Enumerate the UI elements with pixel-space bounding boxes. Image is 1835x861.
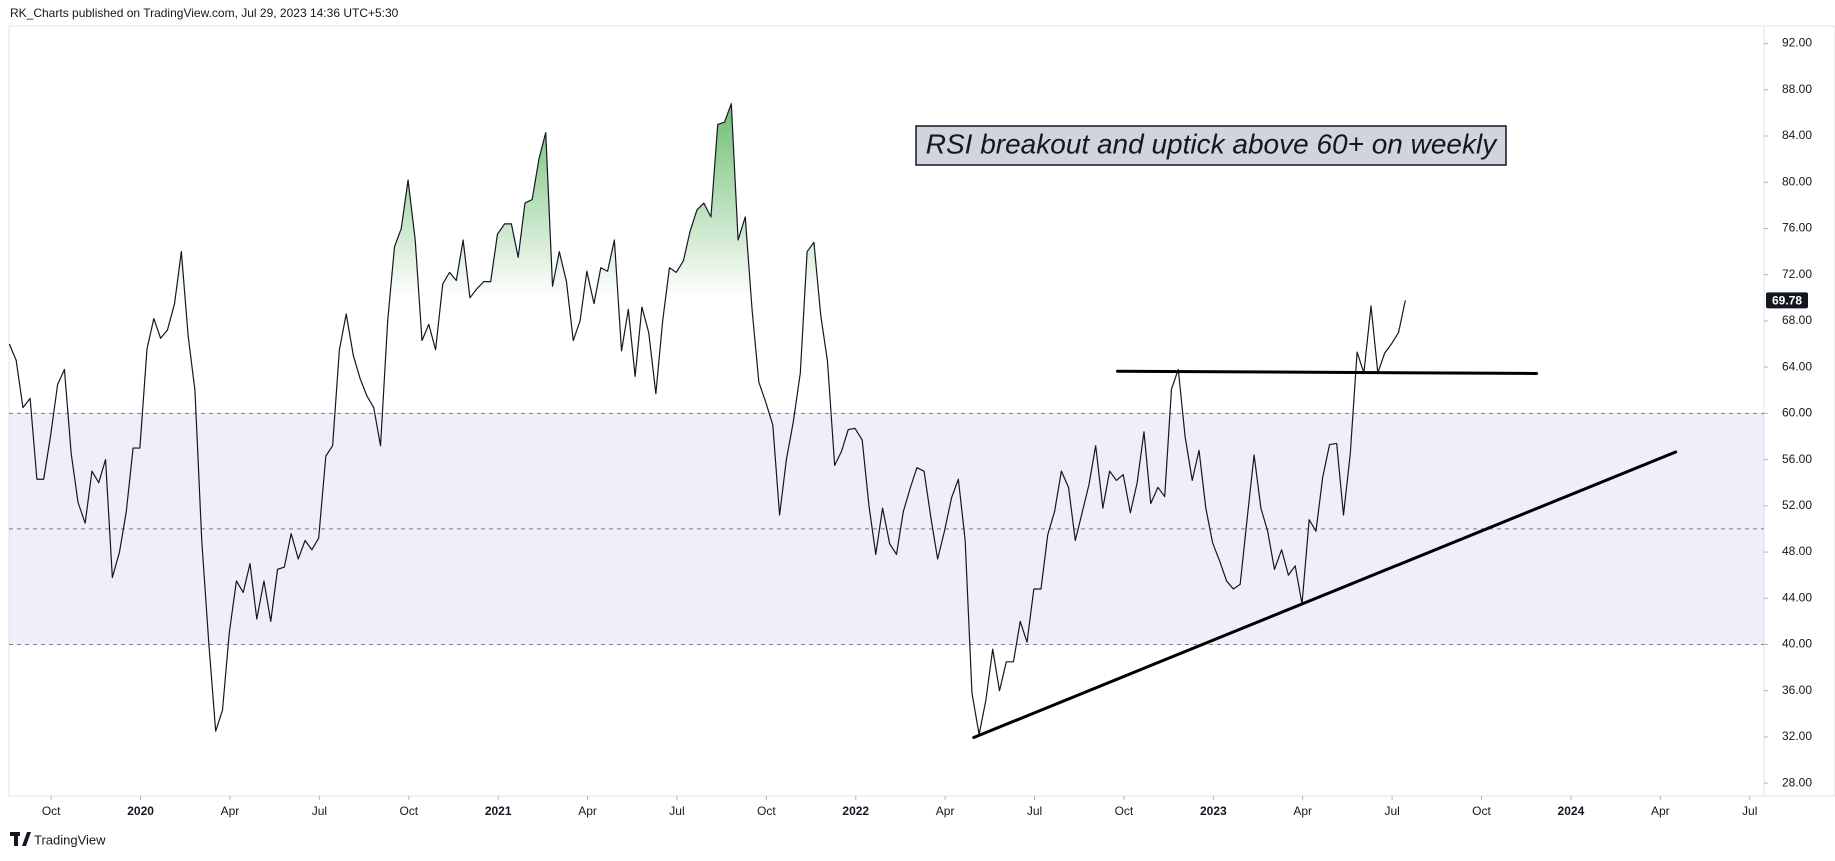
y-tick-label: 56.00 — [1782, 452, 1812, 466]
line-layer — [9, 103, 1678, 740]
x-tick-label: Oct — [42, 804, 61, 818]
x-tick-label: Jul — [312, 804, 327, 818]
x-tick-label: 2023 — [1200, 804, 1227, 818]
annotation-text: RSI breakout and uptick above 60+ on wee… — [926, 128, 1498, 159]
trendline — [1116, 369, 1539, 375]
annotation-box: RSI breakout and uptick above 60+ on wee… — [915, 125, 1507, 166]
x-tick-label: Jul — [1742, 804, 1757, 818]
y-tick-label: 48.00 — [1782, 544, 1812, 558]
footer-logo — [10, 832, 31, 846]
y-tick-label: 28.00 — [1782, 775, 1812, 789]
x-tick-label: Apr — [221, 804, 240, 818]
y-tick-label: 68.00 — [1782, 313, 1812, 327]
x-tick-label: 2024 — [1558, 804, 1585, 818]
y-tick-label: 92.00 — [1782, 36, 1812, 50]
y-tick-label: 36.00 — [1782, 683, 1812, 697]
rsi-line — [9, 103, 1406, 736]
x-tick-label: Apr — [1293, 804, 1312, 818]
y-tick-label: 60.00 — [1782, 406, 1812, 420]
footer-brand: TradingView — [10, 832, 106, 847]
axes-layer: 28.00 32.00 36.00 40.00 44.00 48.00 52.00 56.00… — [42, 36, 1812, 818]
y-tick-label: 32.00 — [1782, 729, 1812, 743]
overbought-fill-layer — [9, 103, 1406, 298]
x-tick-label: Jul — [1384, 804, 1399, 818]
x-tick-label: 2020 — [127, 804, 154, 818]
y-tick-label: 88.00 — [1782, 82, 1812, 96]
x-tick-label: Oct — [399, 804, 418, 818]
trendline — [972, 450, 1678, 740]
y-tick-label: 80.00 — [1782, 174, 1812, 188]
x-tick-label: 2021 — [485, 804, 512, 818]
x-tick-label: Apr — [936, 804, 955, 818]
x-tick-label: Jul — [1027, 804, 1042, 818]
annotation-background — [915, 125, 1507, 166]
y-tick-label: 84.00 — [1782, 128, 1812, 142]
x-tick-label: Jul — [669, 804, 684, 818]
y-tick-label: 72.00 — [1782, 267, 1812, 281]
y-tick-label: 76.00 — [1782, 221, 1812, 235]
x-tick-label: 2022 — [842, 804, 869, 818]
last-value-badge — [1766, 292, 1808, 309]
last-value-label: 69.78 — [1772, 294, 1802, 308]
footer-text: TradingView — [34, 832, 106, 847]
x-tick-label: Oct — [1472, 804, 1491, 818]
y-tick-label: 44.00 — [1782, 590, 1812, 604]
x-tick-label: Apr — [1651, 804, 1670, 818]
y-tick-label: 40.00 — [1782, 637, 1812, 651]
x-tick-label: Oct — [757, 804, 776, 818]
y-tick-label: 64.00 — [1782, 359, 1812, 373]
publisher-header: RK_Charts published on TradingView.com, … — [10, 6, 399, 20]
x-tick-label: Oct — [1115, 804, 1134, 818]
x-tick-label: Apr — [578, 804, 597, 818]
y-tick-label: 52.00 — [1782, 498, 1812, 512]
overbought-fill — [9, 103, 1406, 298]
